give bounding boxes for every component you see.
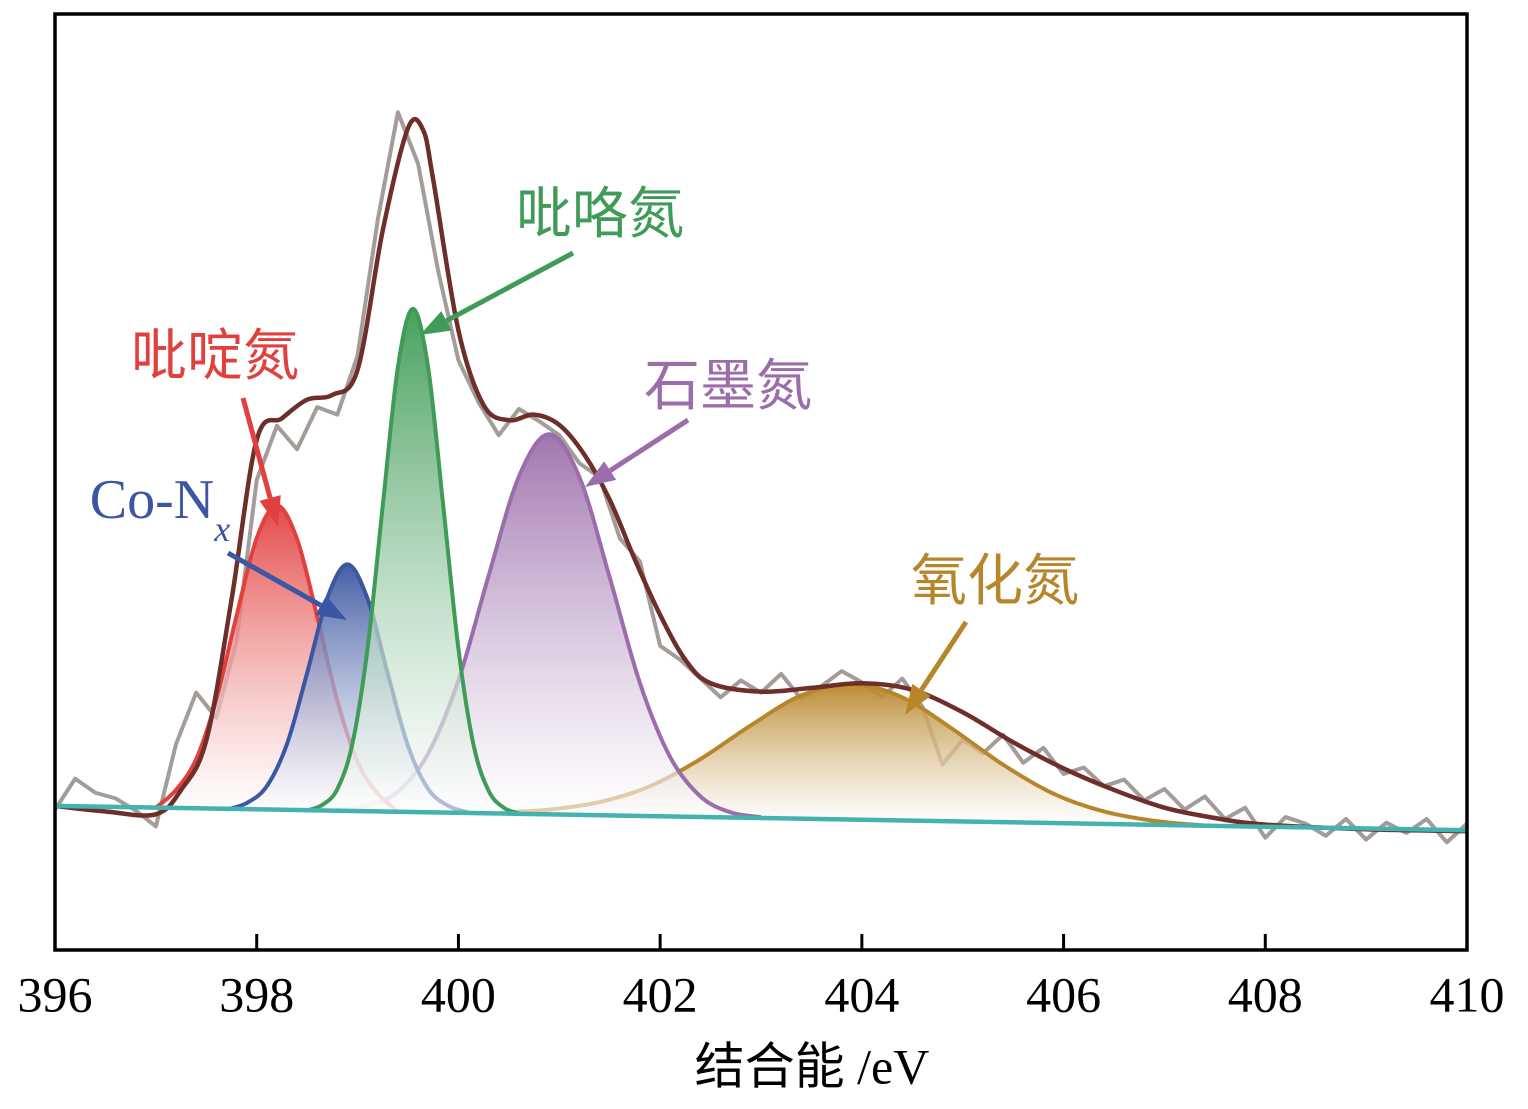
arrow-shaft [445,250,575,324]
x-axis-label: 结合能 /eV [695,1038,930,1094]
series-label-text: 石墨氮 [644,356,812,418]
series-label: 吡咯氮 [516,184,684,246]
series-label: Co-Nx [90,469,230,549]
series-line [54,803,1468,833]
x-tick-label: 396 [18,966,93,1022]
series-label: 石墨氮 [644,356,812,418]
x-tick-label: 408 [1228,966,1303,1022]
arrow-head [315,595,347,620]
series-label-text: 氧化氮 [911,551,1079,613]
arrow-shaft [240,397,273,499]
series-label-subscript: x [213,509,230,549]
arrow-head [905,683,931,715]
arrow-shaft [608,417,690,473]
plot-area [53,110,1469,845]
x-tick-label: 402 [623,966,698,1022]
component-area [307,308,519,814]
arrow-head [585,461,617,487]
arrow-head [420,311,452,335]
series-label-text: Co-N [90,469,214,531]
x-tick-label: 400 [421,966,496,1022]
arrow-shaft [919,620,969,692]
series-label: 氧化氮 [911,551,1079,613]
component-line [306,306,520,816]
x-tick-label: 404 [824,966,899,1022]
series-label-text: 吡啶氮 [131,326,299,388]
arrow-shaft [226,550,323,608]
x-tick-label: 410 [1430,966,1505,1022]
plot-frame [53,12,1469,952]
x-tick-label: 406 [1026,966,1101,1022]
x-tick-label: 398 [219,966,294,1022]
arrow-head [259,495,281,527]
series-label: 吡啶氮 [131,326,299,388]
series-label-text: 吡咯氮 [516,184,684,246]
